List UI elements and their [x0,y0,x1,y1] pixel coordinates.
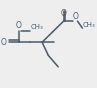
Text: CH₃: CH₃ [83,22,96,28]
Text: O: O [72,12,78,21]
Text: O: O [61,9,67,18]
Text: CH₃: CH₃ [31,24,44,30]
Text: O: O [1,38,7,47]
Text: O: O [16,21,22,30]
